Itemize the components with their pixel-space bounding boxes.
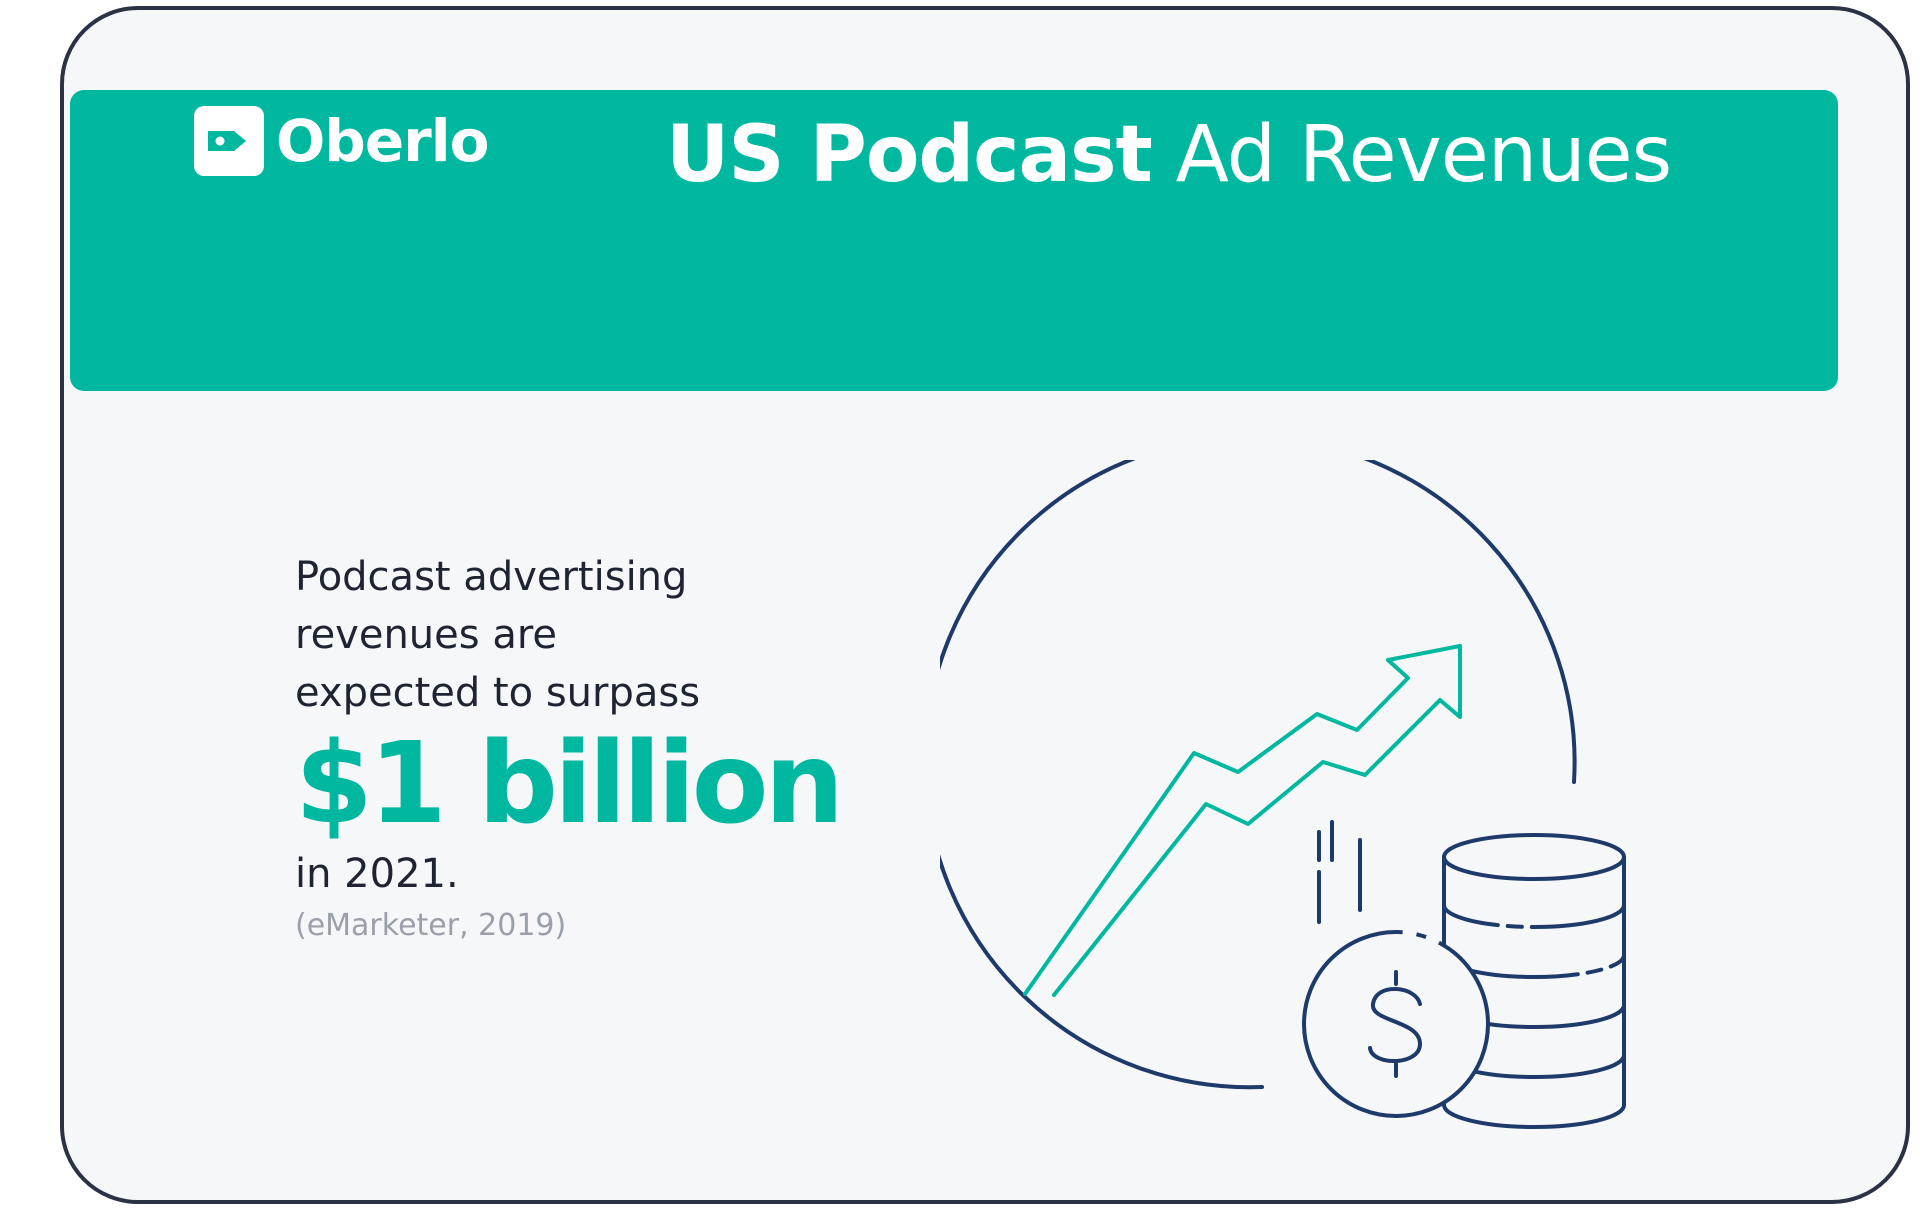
stat-source: (eMarketer, 2019) — [295, 908, 567, 943]
page-title: US Podcast Ad Revenues — [666, 105, 1673, 205]
brand-name: Oberlo — [276, 107, 489, 175]
title-light: Ad Revenues — [1175, 110, 1673, 200]
stat-after: in 2021. — [295, 851, 459, 897]
stat-block: Podcast advertising revenues are expecte… — [295, 548, 895, 950]
growth-arrow-icon — [1023, 644, 1462, 997]
stat-highlight: $1 billion — [295, 719, 844, 849]
title-bold: US Podcast — [666, 110, 1153, 200]
revenue-illustration — [940, 460, 1626, 1129]
infographic-card — [60, 6, 1910, 1204]
brand-logo: Oberlo — [194, 106, 489, 176]
circle-outline-icon — [940, 460, 1577, 1090]
price-tag-icon — [194, 106, 264, 176]
dollar-coin-icon — [1302, 930, 1490, 1118]
stat-lead: Podcast advertising revenues are expecte… — [295, 548, 895, 722]
motion-lines-icon — [1317, 820, 1362, 924]
stat-lead-line: expected to surpass — [295, 670, 701, 716]
header-banner — [70, 90, 1838, 391]
stat-lead-line: revenues are — [295, 612, 558, 658]
stat-lead-line: Podcast advertising — [295, 554, 688, 600]
